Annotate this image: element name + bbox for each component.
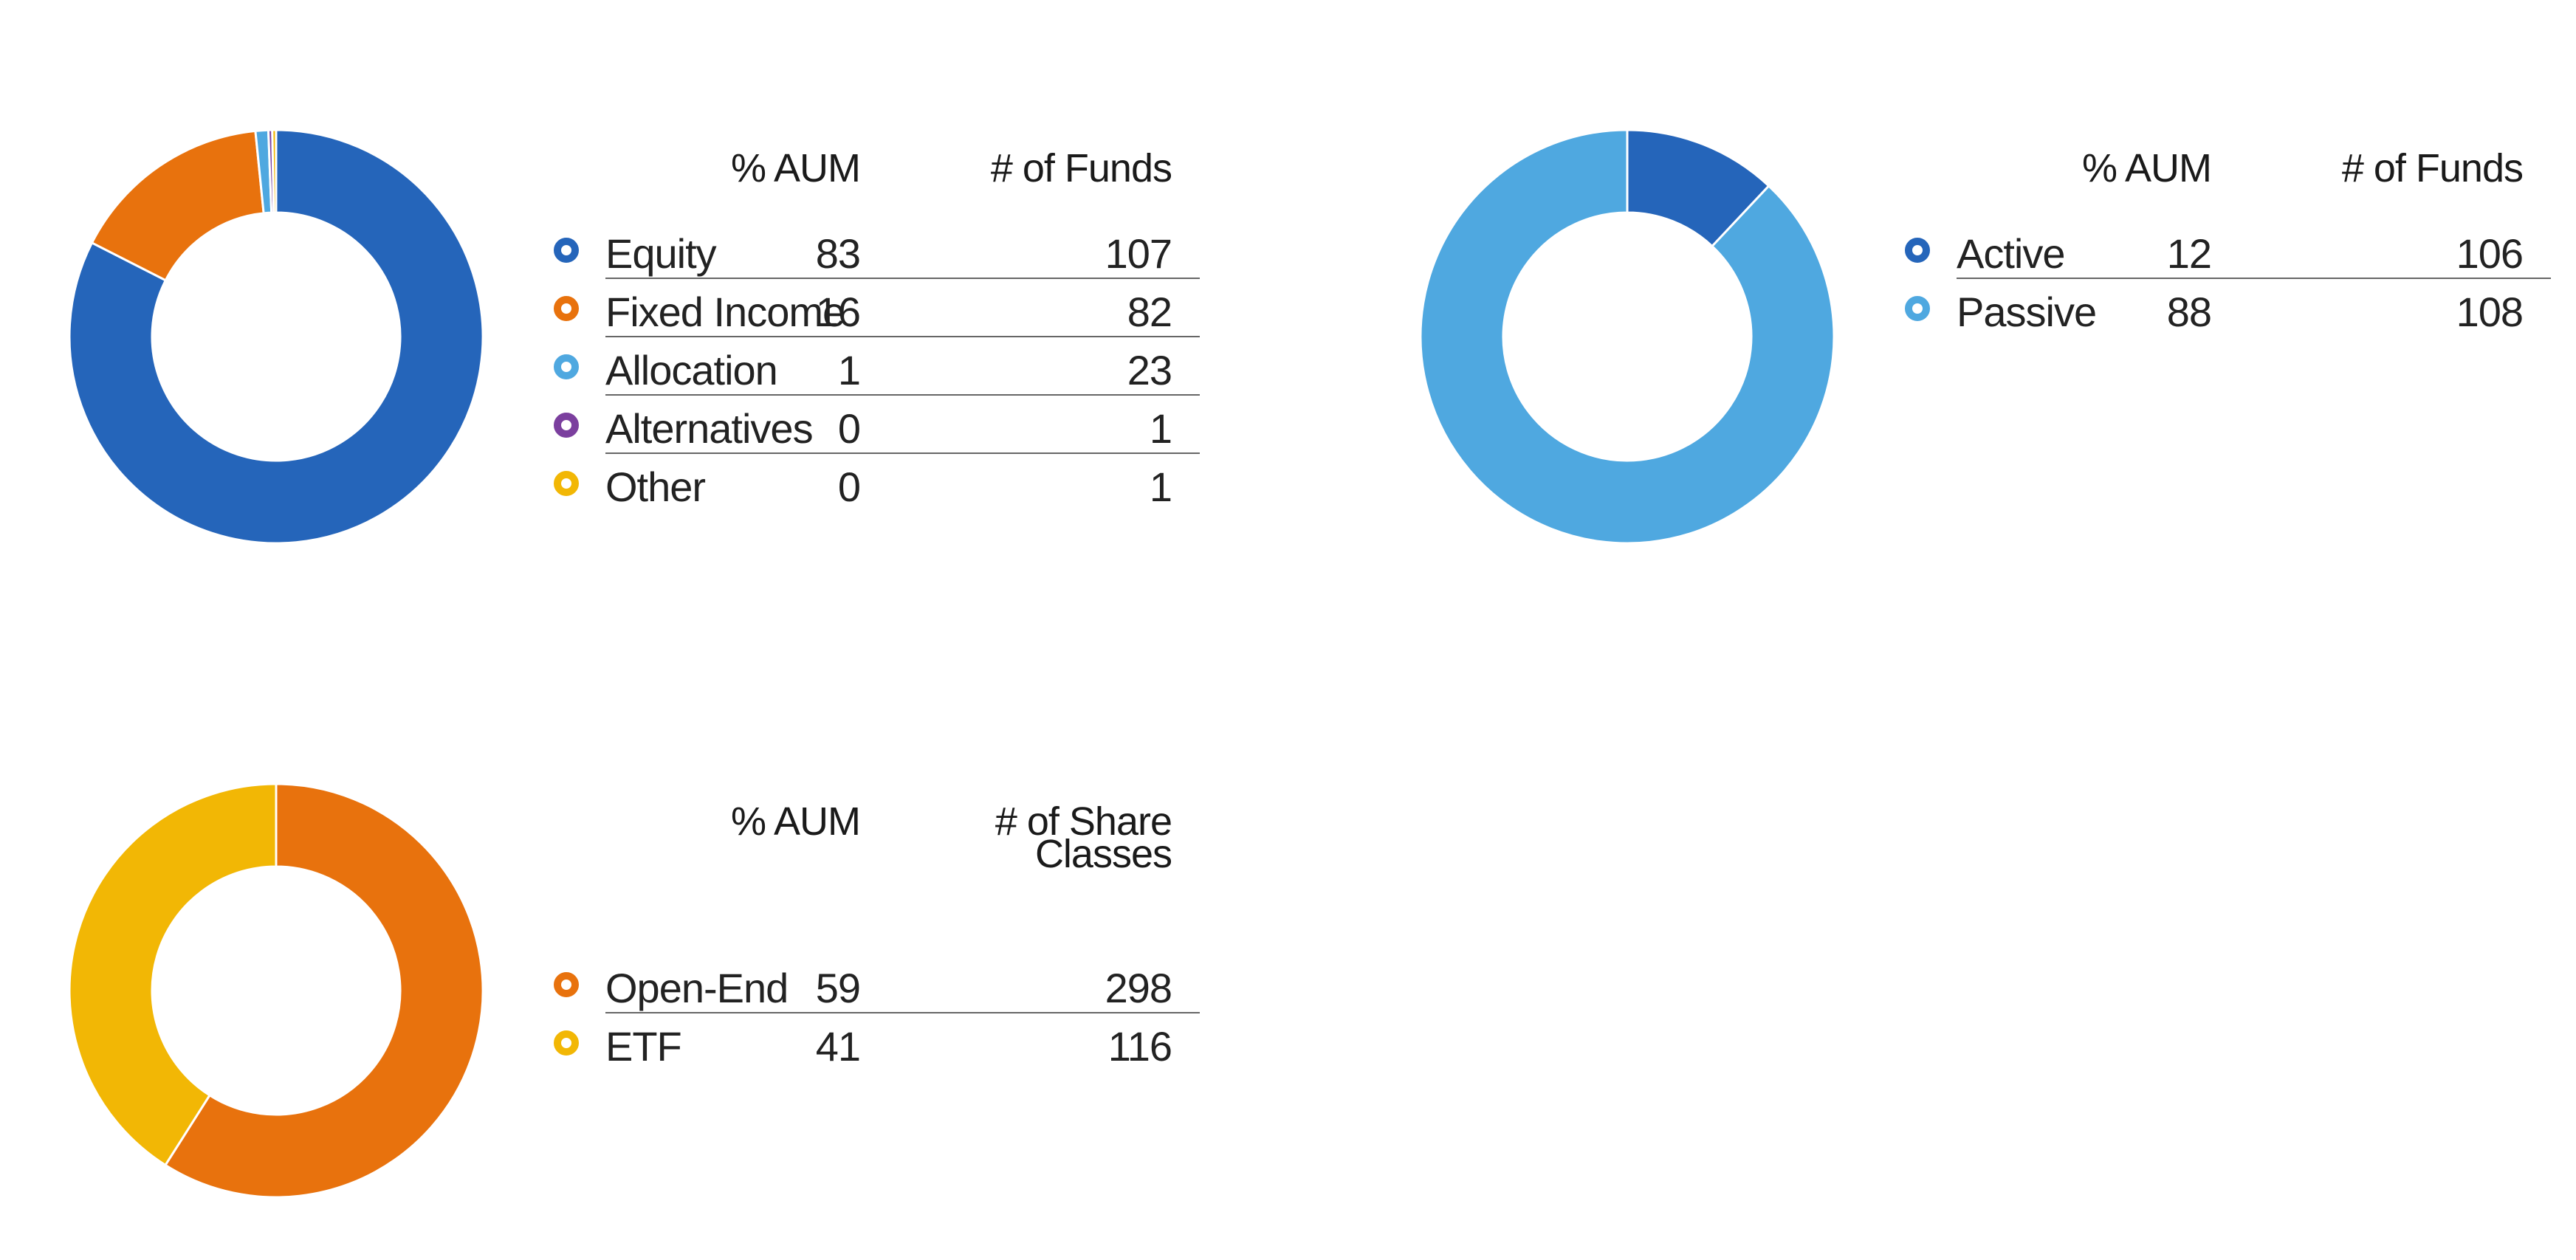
legend-bullet-icon [554,471,579,496]
aum-value: 88 [2166,289,2212,335]
asset-class-donut-chart [68,128,484,545]
legend-label: Alternatives [605,405,814,452]
donut-slice-equity [68,128,484,545]
funds-value: 298 [1105,965,1172,1011]
legend-row: Alternatives 0 1 [554,396,1200,455]
aum-value: 83 [815,230,861,277]
row-divider [605,1012,1200,1013]
funds-value: 107 [1105,230,1172,277]
aum-value: 1 [837,347,861,393]
legend-row: Open-End 59 298 [554,956,1200,1014]
share-classes-header-line1: # of Share [995,799,1172,844]
legend-row: Allocation 1 23 [554,338,1200,396]
donut-slice-open-end [163,782,484,1199]
aum-value: 41 [815,1023,861,1070]
legend-row: Passive 88 108 [1905,280,2551,338]
funds-value: 108 [2456,289,2524,335]
row-divider [1957,278,2551,279]
funds-column-header: # of Funds [990,146,1172,190]
donut-slice-etf [68,782,278,1167]
vehicle-donut-chart [68,782,484,1199]
legend-bullet-icon [554,296,579,321]
legend-bullet-icon [554,1030,579,1056]
vehicle-legend-table: % AUM # of Share Classes Open-End 59 298 ET… [554,801,1200,1096]
row-divider [605,394,1200,396]
aum-value: 12 [2166,230,2212,277]
legend-label: Fixed Income [605,289,845,335]
legend-bullet-icon [554,972,579,997]
legend-row: Equity 83 107 [554,221,1200,280]
aum-column-header: % AUM [730,146,861,190]
active-passive-legend-table: % AUM # of Funds Active 12 106 Passive 88 108 [1905,148,2551,369]
aum-column-header: % AUM [730,799,861,844]
row-divider [605,278,1200,279]
funds-column-header: # of Funds [2341,146,2524,190]
legend-label: Equity [605,230,717,277]
funds-value: 106 [2456,230,2524,277]
donut-slice-passive [1419,128,1835,545]
share-classes-header-line2: Classes [1034,832,1172,876]
funds-value: 1 [1149,464,1172,510]
legend-bullet-icon [554,413,579,438]
aum-value: 59 [815,965,861,1011]
donut-slice-fixed-income [90,129,265,282]
aum-value: 0 [837,405,861,452]
active-passive-donut-chart [1419,128,1835,545]
legend-bullet-icon [554,238,579,263]
legend-bullet-icon [554,354,579,379]
legend-label: Passive [1957,289,2097,335]
legend-row: Active 12 106 [1905,221,2551,280]
legend-label: Allocation [605,347,778,393]
funds-value: 1 [1149,405,1172,452]
funds-value: 116 [1107,1023,1172,1070]
aum-column-header: % AUM [2081,146,2212,190]
legend-label: Other [605,464,706,510]
row-divider [605,336,1200,337]
aum-value: 16 [815,289,861,335]
legend-label: Open-End [605,965,789,1011]
row-divider [605,452,1200,454]
legend-row: ETF 41 116 [554,1014,1200,1073]
funds-value: 23 [1127,347,1172,393]
aum-value: 0 [837,464,861,510]
legend-row: Other 0 1 [554,455,1200,513]
legend-row: Fixed Income 16 82 [554,280,1200,338]
legend-label: ETF [605,1023,682,1070]
donut-slice-other [271,128,278,214]
asset-class-legend-table: % AUM # of Funds Equity 83 107 Fixed Income… [554,148,1200,517]
legend-bullet-icon [1905,296,1930,321]
legend-label: Active [1957,230,2065,277]
funds-value: 82 [1127,289,1172,335]
legend-bullet-icon [1905,238,1930,263]
